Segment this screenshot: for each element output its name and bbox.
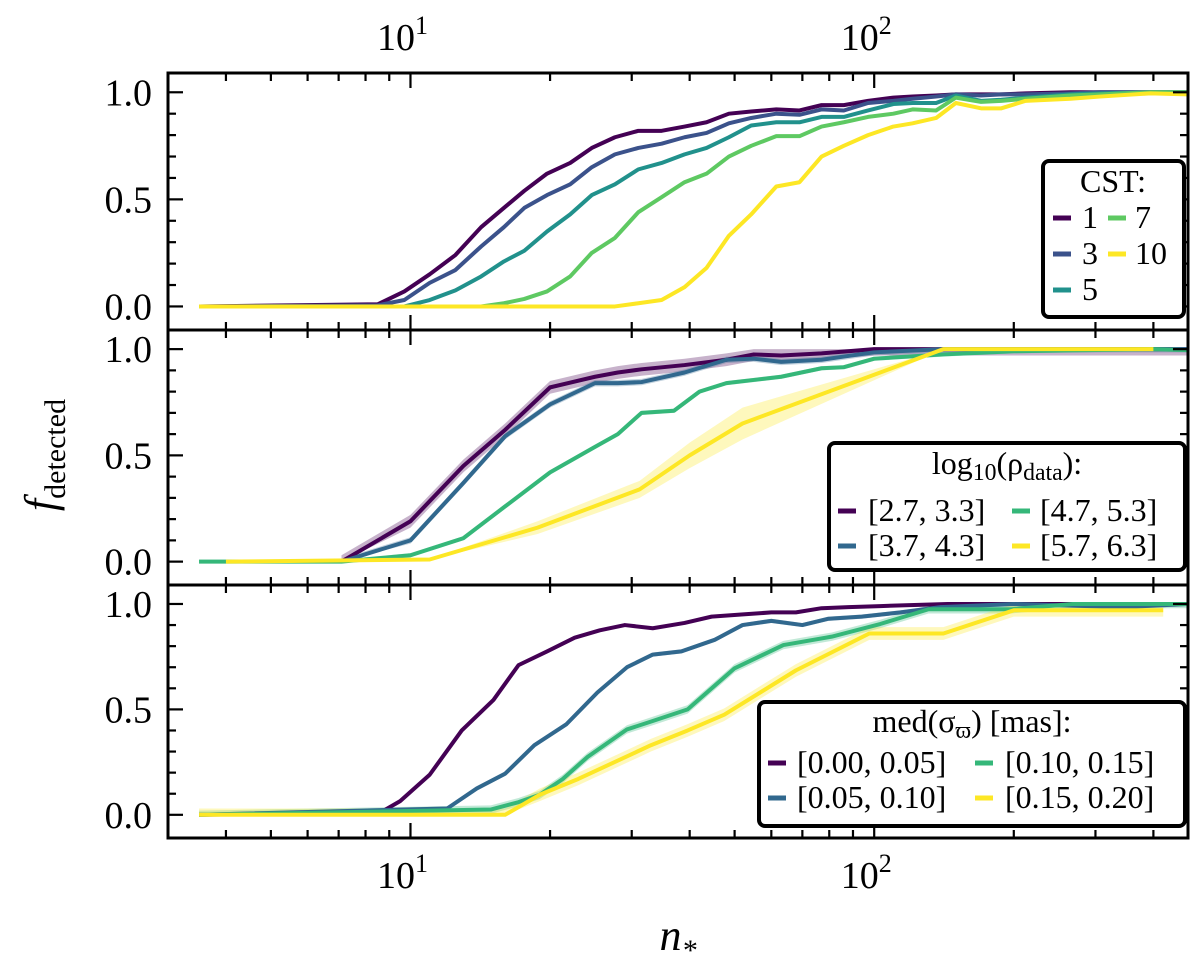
- series-line-4: [225, 347, 1154, 564]
- legend-title: med(σϖ) [mas]:: [872, 703, 1071, 744]
- legend-label: 5: [1082, 271, 1098, 307]
- legend-title: CST:: [1080, 163, 1146, 199]
- x-tick-label-bottom: 102: [841, 849, 892, 897]
- legend-title-part: ) [mas]:: [971, 703, 1071, 739]
- legend-item: [0.15, 0.20]: [975, 779, 1154, 815]
- legend-title-part: 10: [973, 460, 997, 486]
- legend-item: 3: [1053, 235, 1098, 271]
- legend-item: [0.00, 0.05]: [768, 744, 946, 780]
- legend-label: [5.7, 6.3]: [1040, 527, 1157, 563]
- series-group: [199, 347, 1188, 564]
- legend-title-part: (ρ: [996, 445, 1023, 481]
- legend-item: [2.7, 3.3]: [838, 492, 985, 528]
- legend-title-part: ϖ: [955, 718, 971, 744]
- series-line-2: [199, 90, 1188, 309]
- y-tick-label: 0.5: [105, 179, 153, 221]
- legend-title-part: med(σ: [872, 703, 955, 739]
- x-tick-label-bottom: 101: [377, 849, 428, 897]
- panel-1: 0.0 0.5 1.0 CST:135 710: [105, 71, 1190, 332]
- panels: 0.00.51.0CST:1357100.00.51.0log10(ρdata)…: [105, 11, 1190, 897]
- legend: CST:135 710: [1041, 159, 1186, 319]
- legend-title: log10(ρdata):: [932, 445, 1082, 486]
- legend-label: [0.15, 0.20]: [1005, 779, 1154, 815]
- legend: log10(ρdata): [2.7, 3.3][3.7, 4.3] [4.7, 5…: [827, 441, 1187, 572]
- legend-label: 10: [1135, 235, 1167, 271]
- x-tick-label-top: 101: [377, 11, 428, 59]
- y-tick-label: 0.5: [105, 689, 153, 731]
- series-line-1: [199, 601, 1188, 817]
- y-tick-label: 1.0: [105, 329, 153, 371]
- y-tick-label: 0.0: [105, 542, 153, 584]
- legend-title-part: data: [1023, 460, 1063, 486]
- legend-item: 5: [1053, 271, 1098, 307]
- panel-2: 0.0 0.5 1.0 log10(ρdata): [2.7, 3.3][3.7, 4.…: [105, 328, 1190, 587]
- legend-title-part: ):: [1063, 445, 1083, 481]
- y-tick-label: 0.5: [105, 435, 153, 477]
- legend-label: [0.00, 0.05]: [797, 744, 946, 780]
- legend-frame: [757, 700, 1187, 828]
- y-tick-label: 0.0: [105, 795, 153, 837]
- y-axis-label: fdetected: [16, 399, 72, 511]
- series-line-1: [199, 90, 1188, 309]
- y-tick-label: 1.0: [105, 584, 153, 626]
- legend-label: [4.7, 5.3]: [1040, 492, 1157, 528]
- legend-item: [0.10, 0.15]: [975, 744, 1154, 780]
- legend-item: 1: [1053, 199, 1098, 235]
- y-tick-label: 0.0: [105, 286, 153, 328]
- legend-frame: [827, 441, 1187, 572]
- panel-frame: [166, 583, 1190, 840]
- legend-label: 7: [1135, 199, 1151, 235]
- legend-item: [5.7, 6.3]: [1012, 527, 1157, 563]
- x-tick-label-top: 102: [841, 11, 892, 59]
- legend-item: [4.7, 5.3]: [1012, 492, 1157, 528]
- series-group: [198, 601, 1188, 817]
- x-axis-label: n*: [660, 911, 697, 967]
- series-line-4: [199, 608, 1164, 817]
- legend: med(σϖ) [mas]:[0.00, 0.05][0.05, 0.10][0…: [757, 700, 1187, 828]
- legend-frame: [1041, 159, 1186, 319]
- series-line-5: [199, 91, 1188, 309]
- legend-item: [0.05, 0.10]: [768, 779, 946, 815]
- legend-item: [3.7, 4.3]: [838, 527, 985, 563]
- legend-title-part: log: [932, 445, 973, 481]
- legend-item: 7: [1108, 199, 1151, 235]
- legend-label: 3: [1082, 235, 1098, 271]
- legend-label: [2.7, 3.3]: [868, 492, 985, 528]
- legend-item: 10: [1108, 235, 1167, 271]
- legend-label: 1: [1082, 199, 1098, 235]
- legend-label: [0.05, 0.10]: [797, 779, 946, 815]
- legend-label: [3.7, 4.3]: [868, 527, 985, 563]
- legend-title-part: CST:: [1080, 163, 1146, 199]
- legend-label: [0.10, 0.15]: [1005, 744, 1154, 780]
- y-tick-label: 1.0: [105, 72, 153, 114]
- series-group: [199, 90, 1188, 309]
